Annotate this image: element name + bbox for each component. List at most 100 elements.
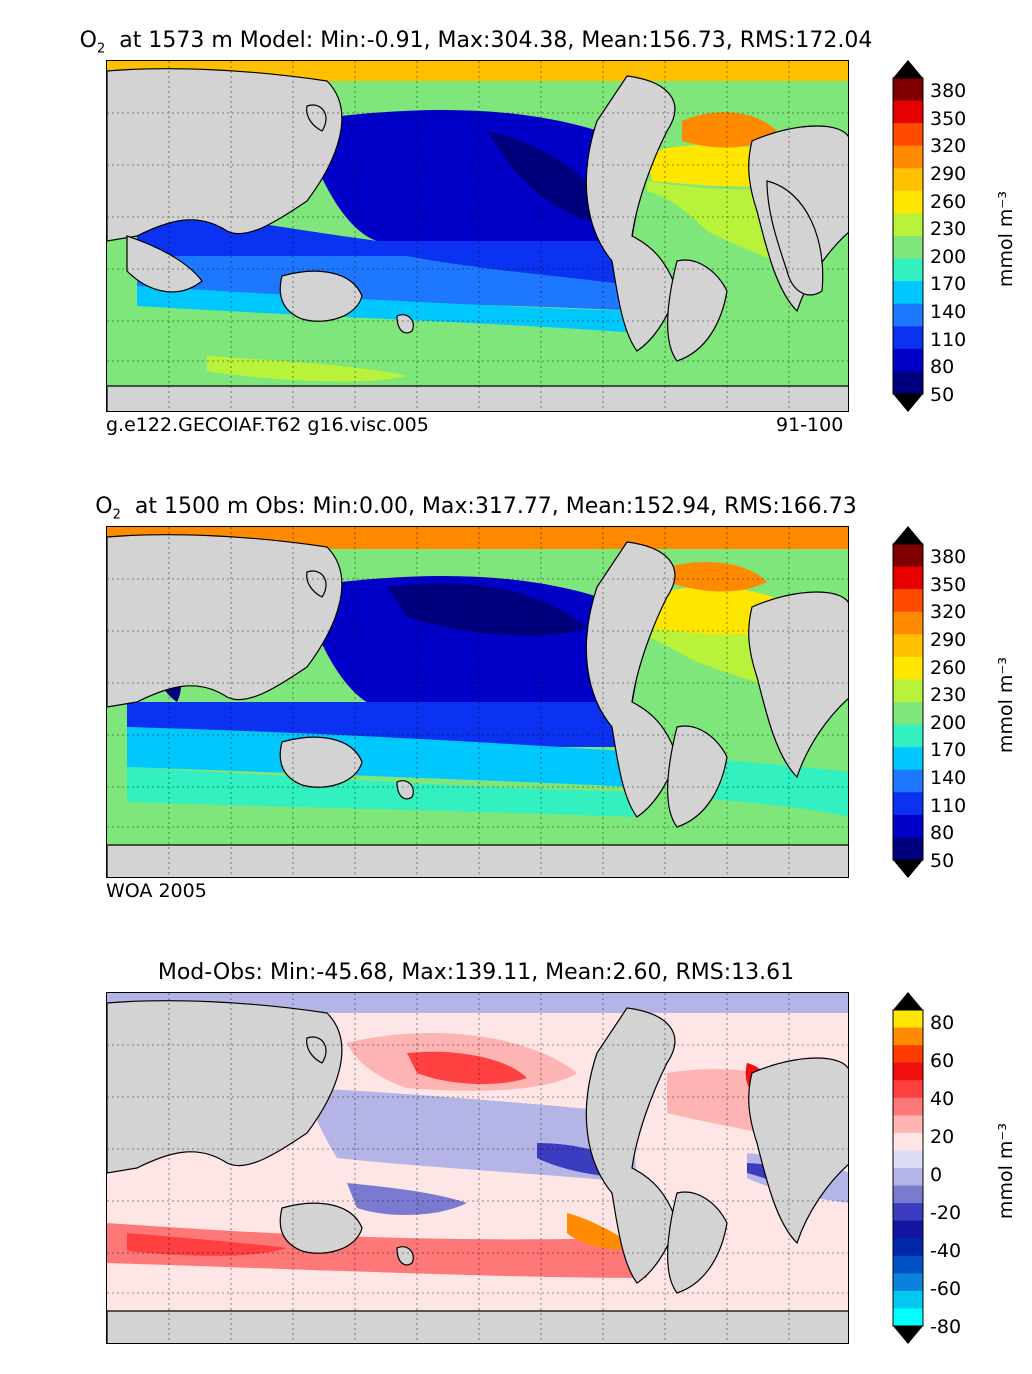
colorbar-tick-label: 80	[930, 356, 955, 379]
p2-grid	[107, 527, 848, 877]
colorbar-tick-label: 60	[930, 1050, 955, 1072]
colorbar-segment	[893, 1273, 923, 1292]
colorbar-tick-label: 380	[930, 80, 967, 102]
panel1-colorbar-svg	[892, 60, 924, 412]
colorbar-tick-label: 200	[930, 245, 967, 268]
colorbar-tick-label: 170	[930, 739, 967, 762]
colorbar-segment	[893, 1168, 923, 1187]
panel1-map-svg	[107, 61, 848, 411]
p2-nordic	[667, 562, 767, 592]
p2-sub1	[127, 767, 637, 817]
colorbar-tick-label: 50	[930, 384, 955, 406]
panel3-map	[106, 992, 849, 1344]
colorbar-segment	[893, 1290, 923, 1309]
colorbar-tick-label: -40	[930, 1240, 962, 1262]
p3-sw-atl-hidden	[567, 1213, 637, 1250]
colorbar-max-arrow	[893, 992, 923, 1010]
colorbar-segment	[893, 814, 923, 838]
colorbar-segment	[893, 371, 923, 395]
colorbar-segment	[893, 656, 923, 680]
p3-indo-blue	[347, 1183, 467, 1215]
colorbar-segment	[893, 1150, 923, 1169]
colorbar-segment	[893, 1062, 923, 1081]
p1-so-band	[207, 356, 407, 382]
colorbar-segment	[893, 702, 923, 726]
colorbar-tick-label: 140	[930, 767, 967, 790]
p1-land	[107, 68, 848, 411]
p3-so-deep	[127, 1233, 287, 1256]
colorbar-tick-label: 260	[930, 190, 967, 213]
colorbar-tick-label: -80	[930, 1316, 962, 1338]
colorbar-segment	[893, 1255, 923, 1274]
colorbar-segment	[893, 100, 923, 124]
colorbar-segment	[893, 747, 923, 771]
panel1-map	[106, 60, 849, 412]
panel1-title: O2 at 1573 m Model: Min:-0.91, Max:304.3…	[79, 28, 873, 57]
colorbar-segment	[893, 303, 923, 327]
colorbar-segment	[893, 168, 923, 192]
p2-land	[107, 534, 848, 877]
colorbar-tick-label: 380	[930, 546, 967, 568]
colorbar-tick-label: 110	[930, 328, 967, 351]
p2-south-trop	[127, 727, 637, 787]
colorbar-tick-label: 320	[930, 601, 967, 624]
panel3-colorbar-svg	[892, 992, 924, 1344]
panel2-title: O2 at 1500 m Obs: Min:0.00, Max:317.77, …	[95, 494, 857, 523]
p2-tropics	[127, 702, 637, 747]
p3-so-red	[107, 1223, 647, 1278]
colorbar-segment	[893, 1045, 923, 1064]
colorbar-tick-label: 80	[930, 822, 955, 845]
colorbar-segment	[893, 1097, 923, 1116]
p1-grid	[107, 61, 848, 411]
colorbar-tick-label: 260	[930, 656, 967, 679]
colorbar-segment	[893, 1080, 923, 1099]
colorbar-segment	[893, 792, 923, 816]
colorbar-min-arrow	[893, 1326, 923, 1344]
colorbar-segment	[893, 589, 923, 613]
colorbar-segment	[893, 544, 923, 568]
colorbar-segment	[893, 1238, 923, 1257]
p3-grid	[107, 993, 848, 1343]
panel1-colorbar	[892, 60, 924, 412]
colorbar-segment	[893, 1308, 923, 1327]
p1-nordic	[682, 112, 777, 148]
panel1-footer-left: g.e122.GECOIAF.T62 g16.visc.005	[106, 414, 429, 436]
colorbar-tick-label: 0	[930, 1164, 943, 1186]
colorbar-tick-label: 50	[930, 850, 955, 872]
colorbar-tick-label: 140	[930, 301, 967, 324]
p3-land	[107, 1000, 848, 1343]
colorbar-segment	[893, 281, 923, 305]
panel2-map	[106, 526, 849, 878]
colorbar-segment	[893, 611, 923, 635]
colorbar-outline	[892, 1009, 924, 1327]
panel2-map-svg	[107, 527, 848, 877]
colorbar-tick-label: 200	[930, 711, 967, 734]
colorbar-segment	[893, 634, 923, 658]
colorbar-max-arrow	[893, 60, 923, 78]
colorbar-segment	[893, 566, 923, 590]
panel2-colorbar-svg	[892, 526, 924, 878]
panel2-footer-left: WOA 2005	[106, 880, 207, 902]
colorbar-segment	[893, 190, 923, 214]
colorbar-tick-label: 230	[930, 684, 967, 707]
panel2-colorbar	[892, 526, 924, 878]
colorbar-min-arrow	[893, 860, 923, 878]
colorbar-tick-label: 350	[930, 107, 967, 130]
colorbar-tick-label: 230	[930, 218, 967, 241]
colorbar-segment	[893, 78, 923, 102]
colorbar-tick-label: -20	[930, 1202, 962, 1224]
colorbar-segment	[893, 213, 923, 237]
colorbar-tick-label: 170	[930, 273, 967, 296]
colorbar-tick-label: 290	[930, 628, 967, 651]
colorbar-tick-label: 110	[930, 794, 967, 817]
colorbar-segment	[893, 1220, 923, 1239]
colorbar-segment	[893, 236, 923, 260]
colorbar-max-arrow	[893, 526, 923, 544]
colorbar-segment	[893, 724, 923, 748]
p1-north-pacific	[302, 109, 639, 242]
colorbar-segment	[893, 837, 923, 861]
p2-np-core	[387, 583, 587, 636]
colorbar-segment	[893, 1027, 923, 1046]
colorbar-tick-label: 320	[930, 135, 967, 158]
colorbar-segment	[893, 123, 923, 147]
